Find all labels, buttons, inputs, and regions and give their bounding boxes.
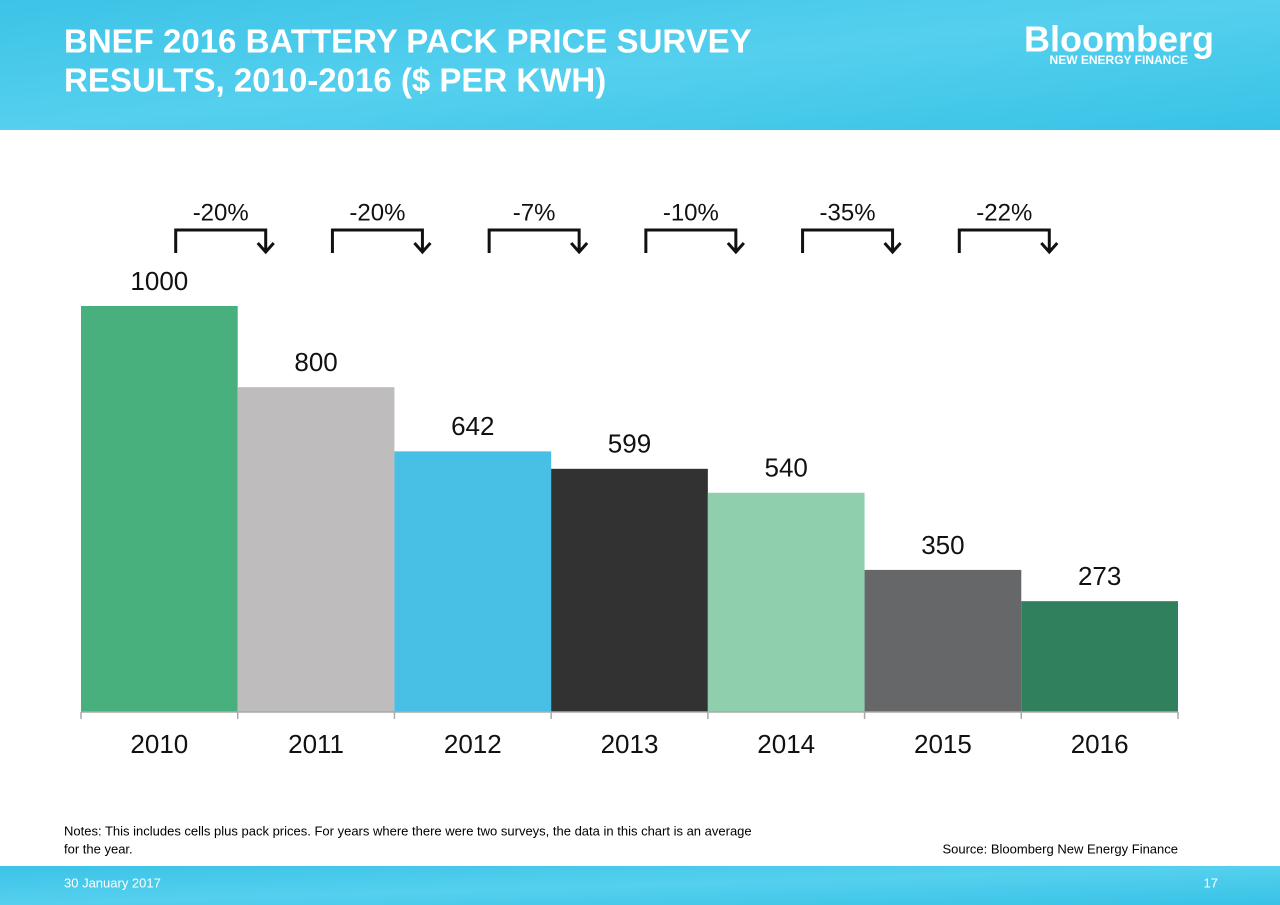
bar xyxy=(707,492,865,712)
value-label: 800 xyxy=(294,347,337,377)
change-label: -20% xyxy=(349,199,405,226)
footer-band xyxy=(0,866,1280,905)
change-label: -7% xyxy=(513,199,556,226)
x-tick-label: 2013 xyxy=(601,729,659,759)
value-label: 350 xyxy=(921,530,964,560)
change-arrow xyxy=(330,228,432,255)
change-arrow xyxy=(957,228,1059,255)
page-number: 17 xyxy=(1204,875,1218,890)
note: for the year. xyxy=(64,841,133,856)
change-arrow xyxy=(487,228,589,255)
change-label: -20% xyxy=(193,199,249,226)
footer-date: 30 January 2017 xyxy=(64,875,161,890)
change-label: -35% xyxy=(820,199,876,226)
title: BNEF 2016 BATTERY PACK PRICE SURVEY xyxy=(64,23,752,60)
chart: 1000 2010 800 2011 642 2012 599 2013 540 2014 350 2… xyxy=(80,199,1179,759)
bar xyxy=(551,468,708,712)
source: Source: Bloomberg New Energy Finance xyxy=(942,841,1178,856)
logo-sub: NEW ENERGY FINANCE xyxy=(1050,53,1188,67)
x-tick-label: 2010 xyxy=(130,729,188,759)
x-tick-label: 2011 xyxy=(288,729,344,759)
change-arrow xyxy=(174,228,275,255)
bar xyxy=(394,451,552,712)
note: Notes: This includes cells plus pack pri… xyxy=(64,823,752,838)
change-label: -10% xyxy=(663,199,719,226)
x-tick-label: 2015 xyxy=(914,729,972,759)
change-label: -22% xyxy=(976,199,1032,226)
value-label: 642 xyxy=(451,411,494,441)
title: RESULTS, 2010-2016 ($ PER KWH) xyxy=(64,62,606,99)
header-band xyxy=(0,0,1280,130)
change-arrow xyxy=(644,228,745,255)
bar xyxy=(81,306,238,712)
value-label: 540 xyxy=(765,453,808,483)
bar xyxy=(237,387,395,712)
value-label: 1000 xyxy=(130,266,188,296)
bar xyxy=(1021,601,1178,712)
value-label: 273 xyxy=(1078,561,1121,591)
x-tick-label: 2016 xyxy=(1071,729,1129,759)
value-label: 599 xyxy=(608,429,651,459)
bar xyxy=(864,569,1022,712)
x-tick-label: 2012 xyxy=(444,729,502,759)
logo: Bloomberg xyxy=(1024,19,1214,60)
x-tick-label: 2014 xyxy=(757,729,815,759)
change-arrow xyxy=(801,228,902,255)
